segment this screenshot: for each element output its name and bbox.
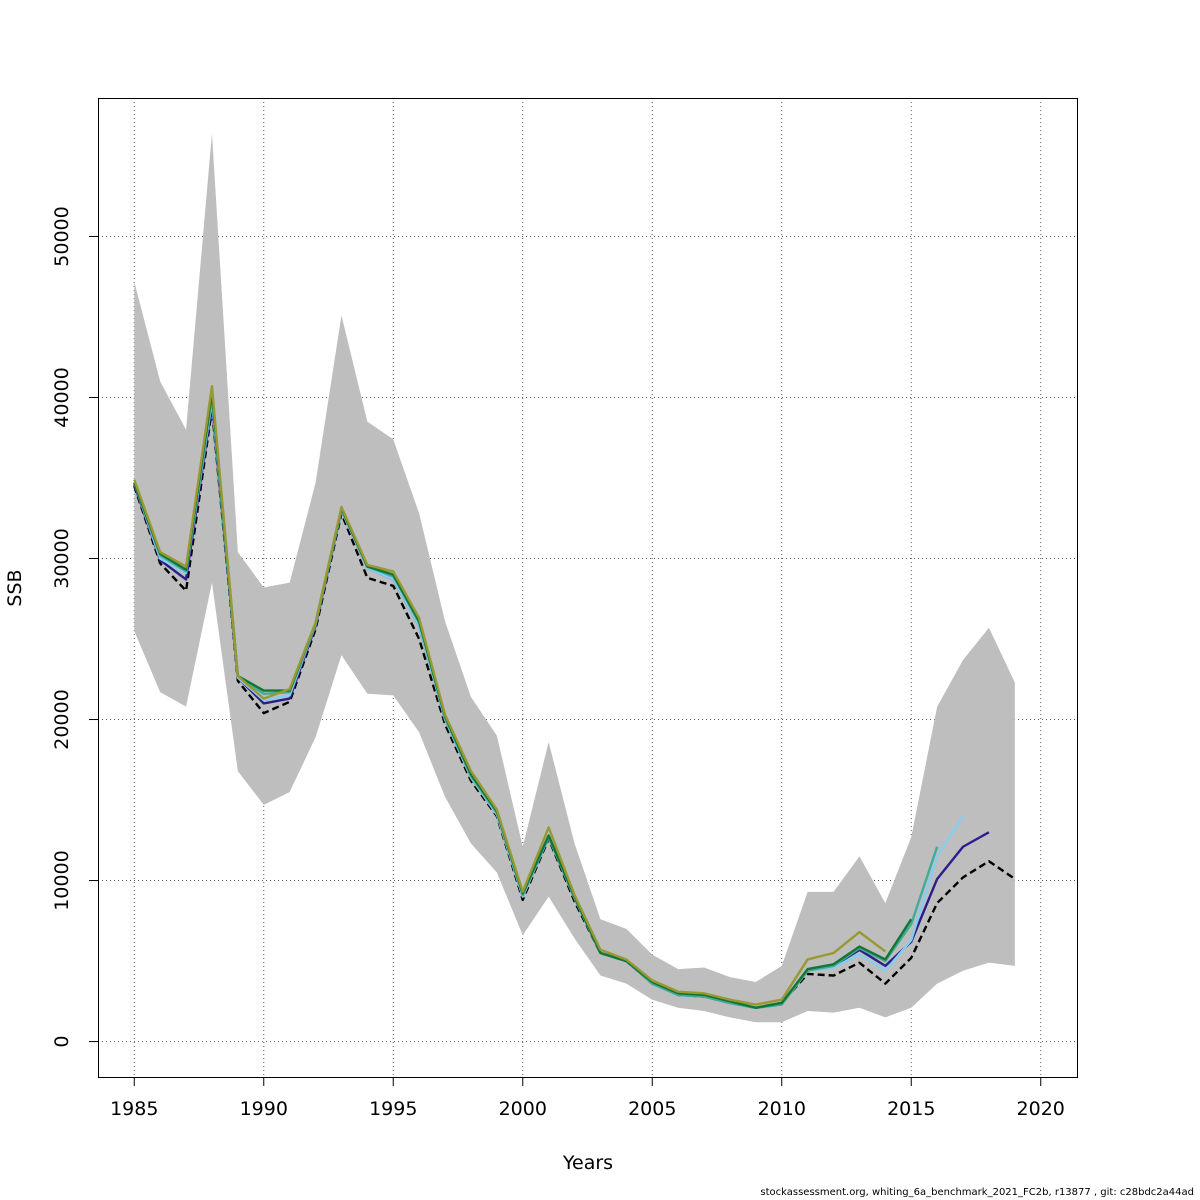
series-line-6: [133, 385, 887, 1006]
x-tick-label: 2015: [887, 1098, 935, 1120]
y-tick-label: 40000: [51, 367, 73, 427]
x-axis-title: Years: [562, 1152, 613, 1174]
y-axis: 0 10000 20000 30000 40000 50000: [51, 206, 98, 1048]
x-tick-label: 2005: [628, 1098, 676, 1120]
confidence-band: [134, 133, 1015, 1023]
y-tick-label: 10000: [51, 850, 73, 910]
y-tick-label: 50000: [51, 206, 73, 266]
x-tick-label: 1995: [369, 1098, 417, 1120]
x-tick-label: 2000: [499, 1098, 547, 1120]
x-axis: 1985 1990 1995 2000 2005 2010 2015 2020: [110, 1077, 1065, 1120]
y-axis-title: SSB: [4, 569, 26, 606]
footer-caption: stockassessment.org, whiting_6a_benchmar…: [760, 1187, 1194, 1198]
series-lines-layer: [133, 385, 1016, 1009]
series-line-5: [133, 391, 913, 1009]
x-tick-label: 1985: [110, 1098, 158, 1120]
y-tick-label: 0: [51, 1036, 73, 1048]
y-tick-label: 20000: [51, 689, 73, 749]
x-tick-label: 2010: [758, 1098, 806, 1120]
plot-frame: [98, 98, 1078, 1078]
series-line-1: [133, 407, 1016, 1009]
y-tick-label: 30000: [51, 528, 73, 588]
x-tick-label: 1990: [240, 1098, 288, 1120]
confidence-band-layer: [134, 133, 1015, 1023]
x-tick-label: 2020: [1017, 1098, 1065, 1120]
